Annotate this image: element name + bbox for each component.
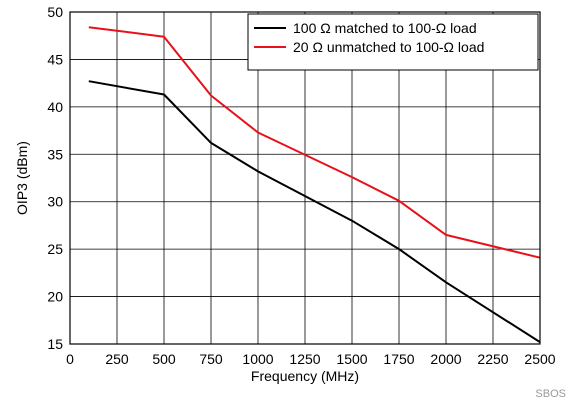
y-tick-label: 20 (47, 289, 63, 305)
legend-box (247, 13, 539, 71)
y-tick-label: 30 (47, 194, 63, 210)
y-tick-label: 40 (47, 99, 63, 115)
plot-frame (69, 11, 541, 345)
y-tick-label: 50 (47, 4, 63, 20)
x-tick-label: 1750 (383, 351, 414, 367)
x-axis-title: Frequency (MHz) (251, 368, 359, 384)
y-tick-label: 45 (47, 51, 63, 67)
corner-tag: SBOS (535, 388, 566, 399)
legend-label-1: 20 Ω unmatched to 100-Ω load (293, 39, 484, 55)
x-tick-label: 1250 (289, 351, 320, 367)
x-tick-label: 1000 (242, 351, 273, 367)
legend-label-0: 100 Ω matched to 100-Ω load (293, 20, 477, 36)
y-tick-label: 15 (47, 336, 63, 352)
x-tick-label: 2000 (430, 351, 461, 367)
series-line-1 (88, 26, 541, 259)
legend: 100 Ω matched to 100-Ω load 20 Ω unmatche… (247, 13, 539, 71)
x-tick-label: 750 (199, 351, 223, 367)
y-tick-label: 25 (47, 241, 63, 257)
y-axis-title: OIP3 (dBm) (14, 141, 30, 215)
x-tick-label: 0 (66, 351, 74, 367)
x-tick-label: 2250 (477, 351, 508, 367)
y-tick-label: 35 (47, 146, 63, 162)
x-tick-label: 500 (152, 351, 176, 367)
series-line-0 (88, 80, 541, 343)
tick-labels: 0 250 500 750 1000 1250 1500 1750 2000 2250 2500 15… (47, 4, 555, 367)
series-layer (88, 26, 541, 343)
x-tick-label: 250 (105, 351, 129, 367)
x-tick-label: 1500 (336, 351, 367, 367)
x-tick-label: 2500 (524, 351, 555, 367)
